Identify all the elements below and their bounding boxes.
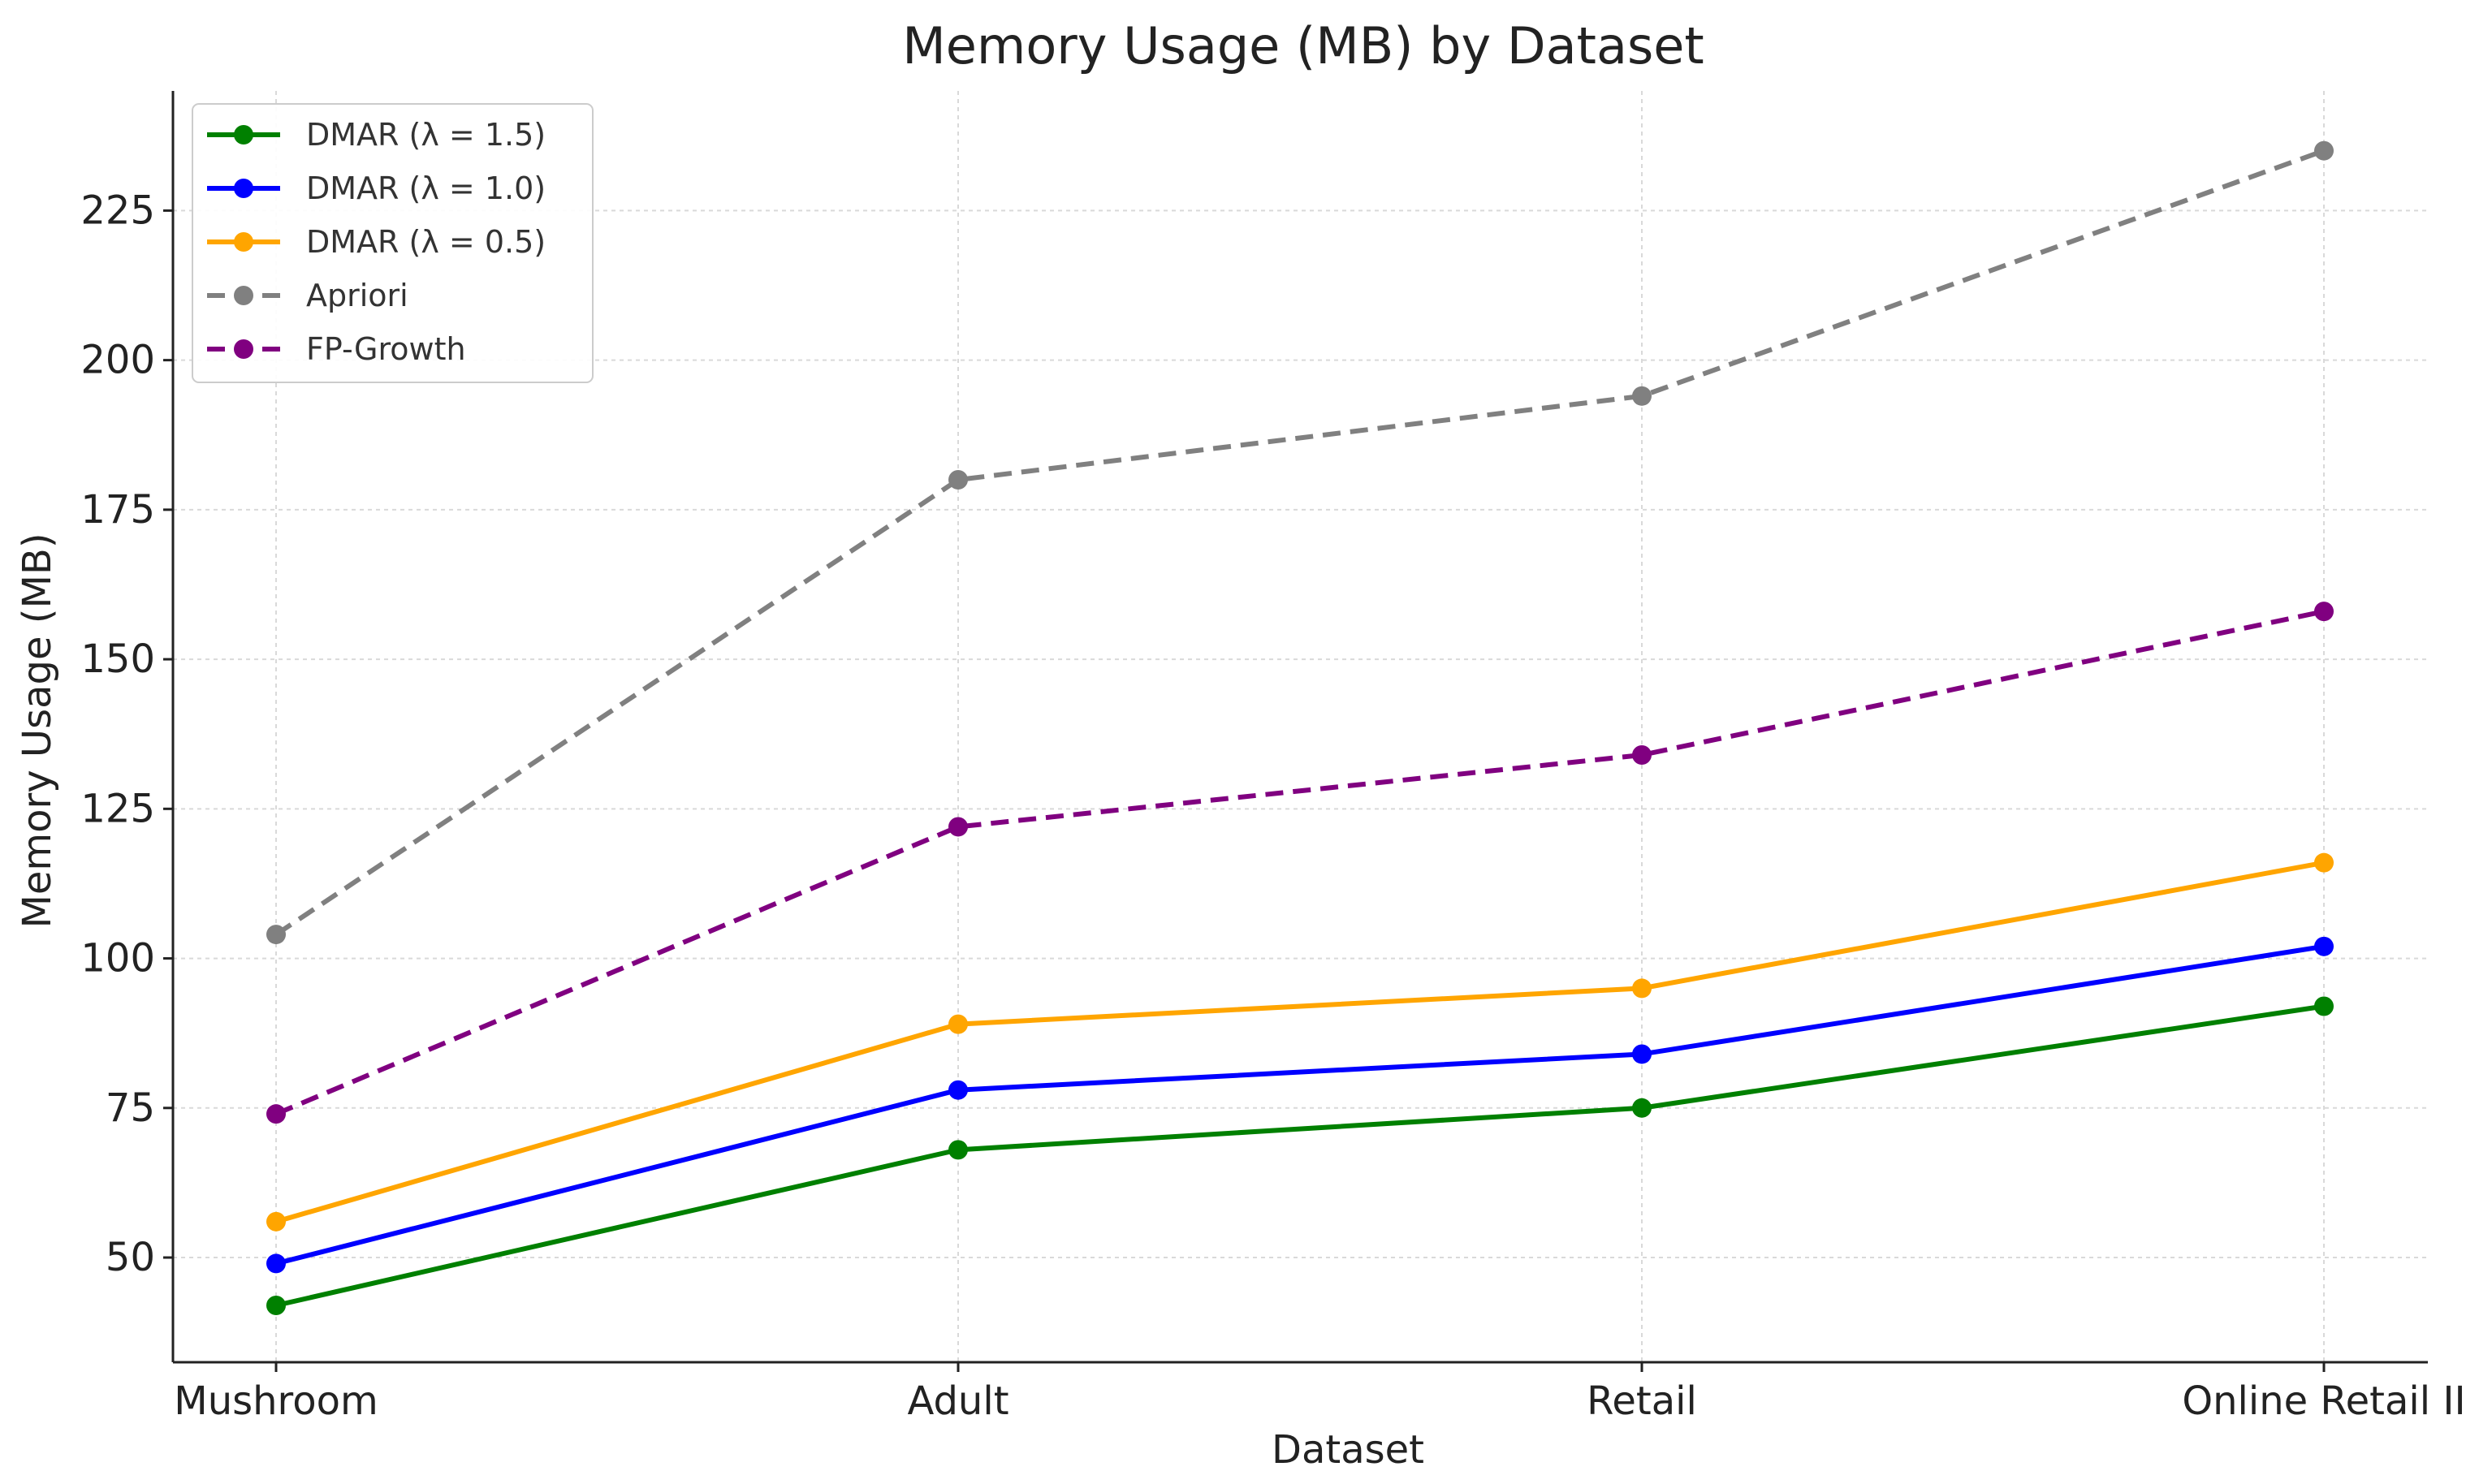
data-point [948, 470, 968, 490]
legend-marker [234, 286, 253, 305]
legend-label: DMAR (λ = 1.5) [306, 117, 546, 153]
y-tick-label: 175 [80, 487, 155, 533]
data-point [1632, 1098, 1652, 1118]
legend-item: DMAR (λ = 1.5) [207, 117, 546, 153]
legend-label: DMAR (λ = 0.5) [306, 224, 546, 260]
data-point [266, 1253, 286, 1274]
ticks: 50 75 100 125 150 175 200 225 Mushroom Adult Retai… [80, 188, 2465, 1424]
y-axis-label: Memory Usage (MB) [15, 533, 60, 928]
y-tick-label: 225 [80, 188, 155, 233]
series-group [266, 140, 2334, 1315]
legend-label: Apriori [306, 278, 408, 313]
x-tick-label: Online Retail II [2182, 1378, 2465, 1424]
data-point [266, 1211, 286, 1232]
data-point [2314, 140, 2334, 161]
x-axis-label: Dataset [1272, 1427, 1424, 1473]
data-point [948, 817, 968, 837]
y-tick-label: 125 [80, 786, 155, 831]
x-tick-label: Adult [907, 1378, 1008, 1424]
series-line [274, 609, 2325, 1116]
y-tick-label: 75 [106, 1085, 155, 1131]
series-3 [266, 140, 2334, 945]
chart-title: Memory Usage (MB) by Dataset [902, 16, 1704, 75]
y-tick-label: 100 [80, 936, 155, 981]
series-0 [266, 996, 2334, 1315]
legend-item: Apriori [207, 278, 408, 313]
axes [171, 91, 2428, 1364]
legend-box [192, 103, 594, 383]
series-line [274, 148, 2326, 937]
legend-item: FP-Growth [207, 331, 466, 367]
data-point [1632, 745, 1652, 766]
y-tick-label: 150 [80, 636, 155, 682]
legend-item: DMAR (λ = 0.5) [207, 224, 546, 260]
data-point [266, 1104, 286, 1124]
legend-label: FP-Growth [306, 331, 466, 367]
data-point [948, 1014, 968, 1034]
legend-item: DMAR (λ = 1.0) [207, 170, 546, 206]
data-point [1632, 978, 1652, 999]
x-tick-label: Retail [1587, 1378, 1697, 1424]
data-point [2314, 602, 2334, 622]
series-line [275, 943, 2325, 1266]
data-point [948, 1140, 968, 1160]
y-tick-label: 200 [80, 338, 155, 383]
data-point [1632, 386, 1652, 406]
data-point [2314, 996, 2334, 1016]
series-4 [266, 602, 2334, 1124]
legend-marker [234, 125, 253, 145]
series-2 [266, 852, 2334, 1232]
data-point [948, 1080, 968, 1100]
legend: DMAR (λ = 1.5) DMAR (λ = 1.0) DMAR (λ = 0.… [192, 103, 594, 383]
legend-label: DMAR (λ = 1.0) [306, 170, 546, 206]
data-point [266, 1295, 286, 1315]
x-tick-label: Mushroom [174, 1378, 378, 1424]
series-line [275, 860, 2325, 1224]
series-line [275, 1003, 2325, 1308]
y-tick-label: 50 [106, 1235, 155, 1280]
legend-marker [234, 179, 253, 198]
series-1 [266, 936, 2334, 1274]
data-point [266, 925, 286, 945]
legend-marker [234, 232, 253, 252]
data-point [2314, 852, 2334, 873]
data-point [1632, 1044, 1652, 1064]
data-point [2314, 936, 2334, 956]
legend-marker [234, 339, 253, 359]
